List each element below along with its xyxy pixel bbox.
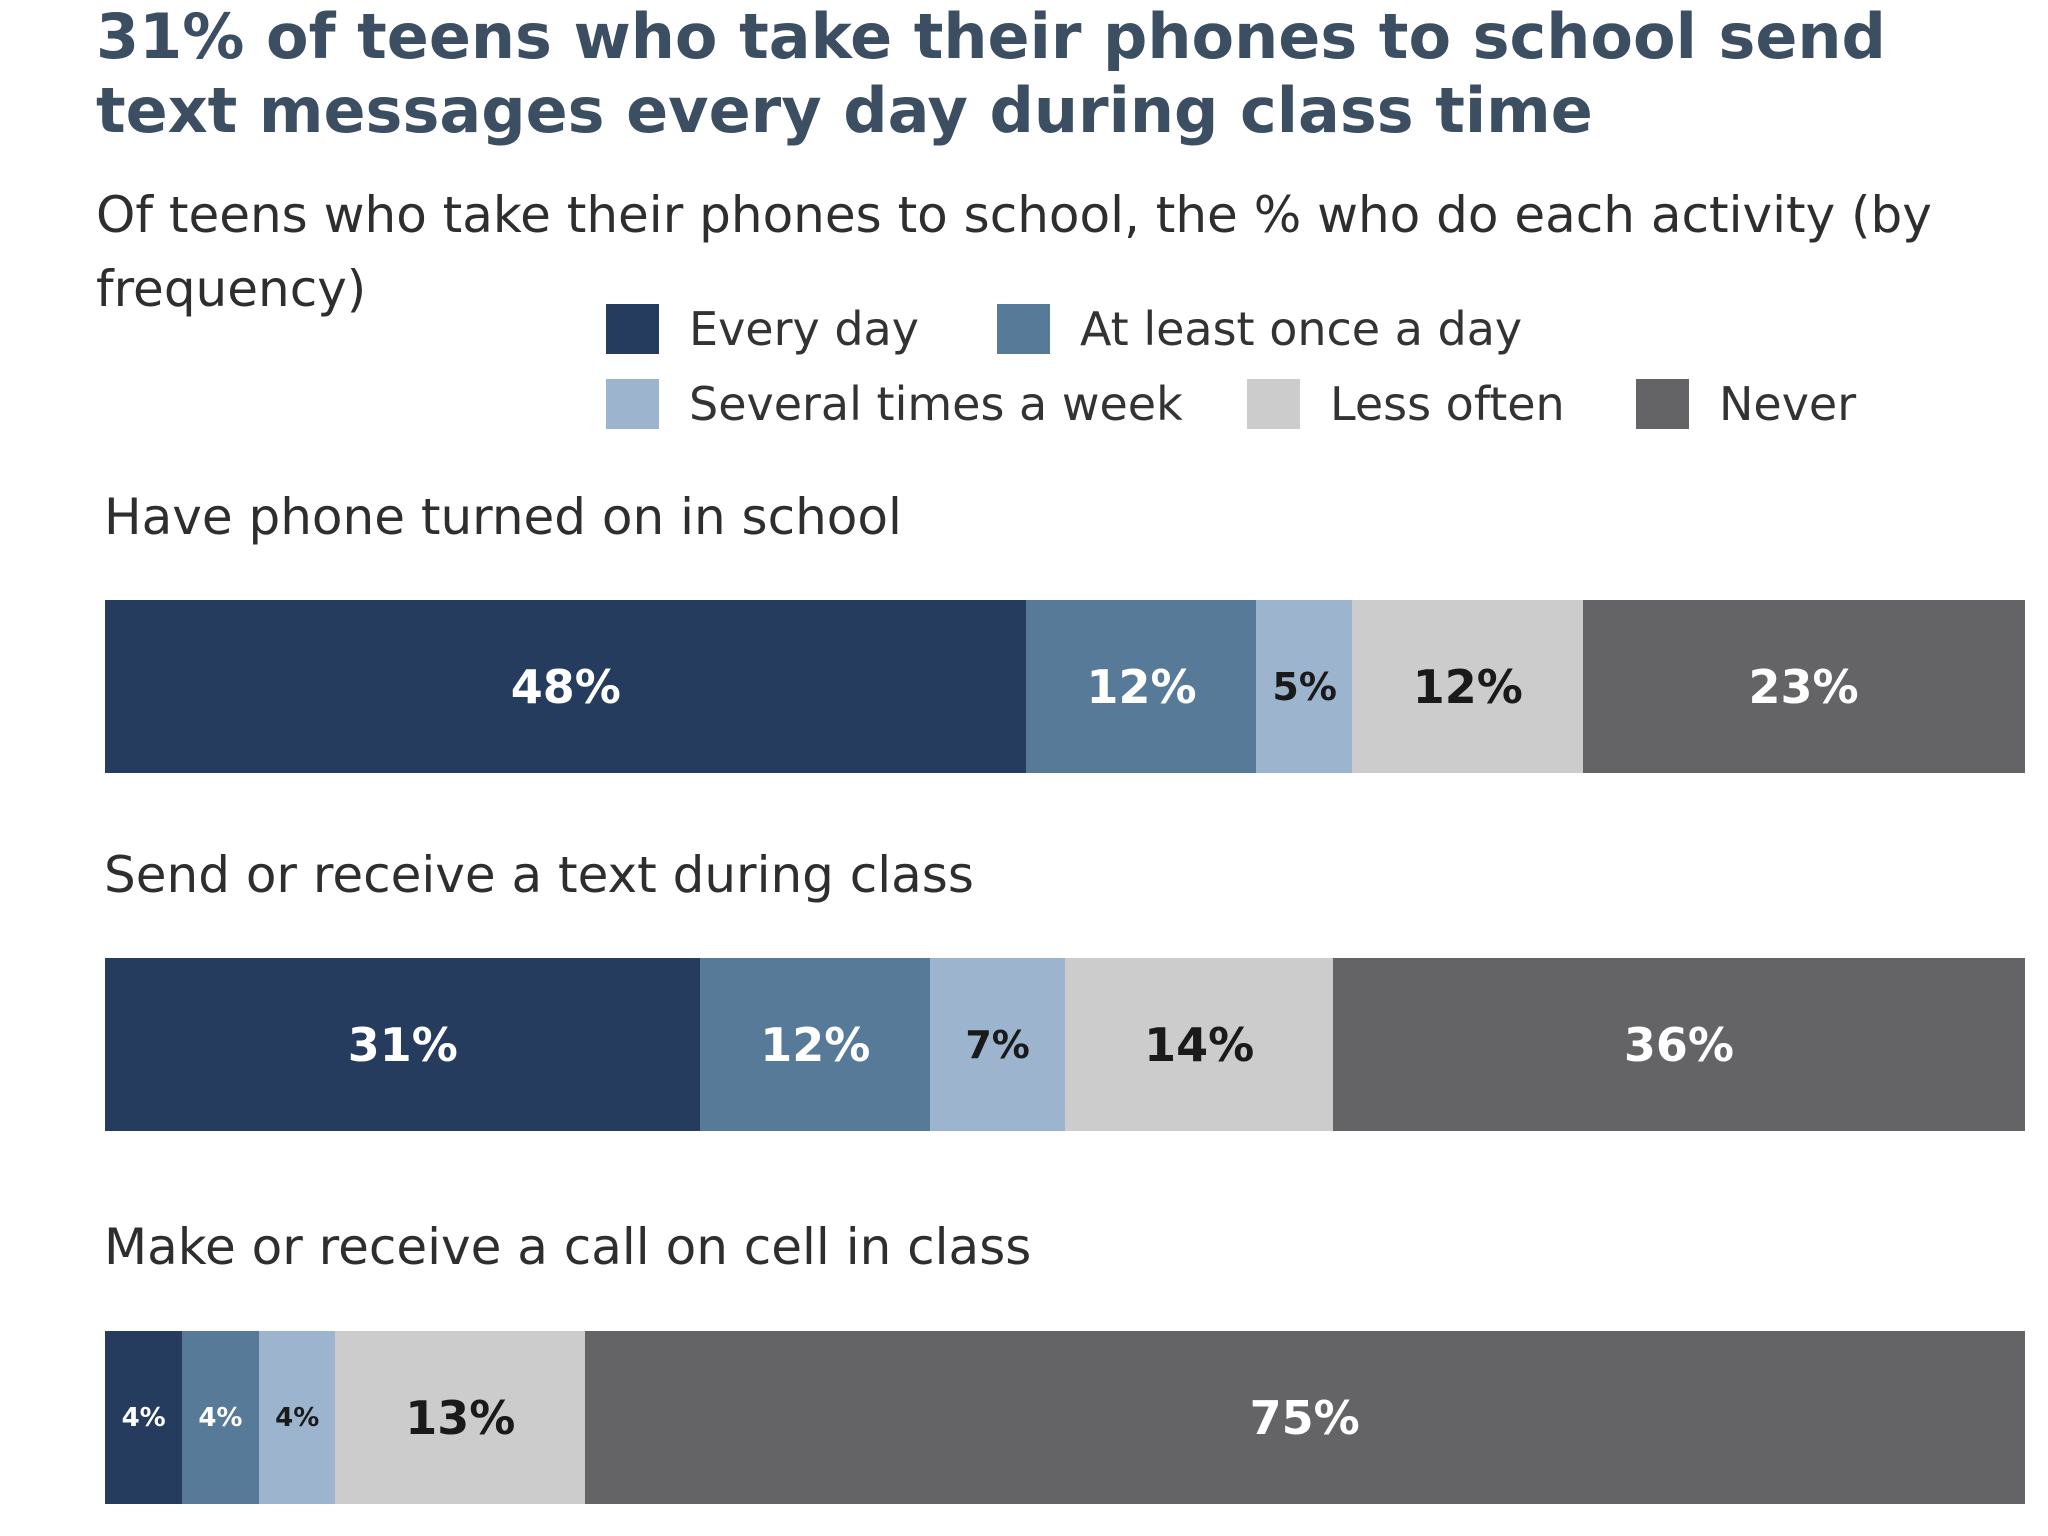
bar-segment-every-day: 4% (105, 1331, 183, 1504)
bar-segment-less-often: 12% (1352, 600, 1584, 773)
bar-segment-every-day: 31% (105, 958, 701, 1131)
bar-segment-several-times-a-week: 5% (1256, 600, 1353, 773)
bar-segment-several-times-a-week: 4% (258, 1331, 336, 1504)
data-label: 4% (275, 1402, 320, 1433)
data-label: 31% (347, 1017, 458, 1072)
bar-label-call-in-class: Make or receive a call on cell in class (104, 1218, 1032, 1276)
legend-swatch (1247, 379, 1300, 429)
data-label: 48% (510, 659, 621, 714)
bar-segment-at-least-once-a-day: 4% (181, 1331, 260, 1504)
data-label: 7% (965, 1022, 1030, 1067)
legend-swatch (997, 304, 1050, 354)
bar-segment-at-least-once-a-day: 12% (699, 958, 931, 1131)
legend-swatch (1636, 379, 1689, 429)
legend-item-several-times-a-week: Several times a week (606, 377, 1183, 431)
bar-segment-never: 23% (1582, 600, 2025, 773)
legend-swatch (606, 304, 659, 354)
legend-item-less-often: Less often (1247, 377, 1565, 431)
data-label: 12% (760, 1017, 871, 1072)
bar-segment-several-times-a-week: 7% (930, 958, 1066, 1131)
legend-label: Less often (1330, 377, 1565, 431)
bar-segment-every-day: 48% (105, 600, 1027, 773)
bar-segment-never: 36% (1333, 958, 2025, 1131)
data-label: 4% (121, 1402, 166, 1433)
data-label: 4% (198, 1402, 243, 1433)
legend-swatch (606, 379, 659, 429)
bar-segment-never: 75% (584, 1331, 2025, 1504)
data-label: 13% (405, 1390, 516, 1445)
legend-item-at-least-once-a-day: At least once a day (997, 302, 1522, 356)
bar-segment-at-least-once-a-day: 12% (1026, 600, 1257, 773)
data-label: 36% (1623, 1017, 1734, 1072)
bar-label-text-in-class: Send or receive a text during class (104, 846, 974, 904)
data-label: 12% (1412, 659, 1523, 714)
stacked-bar-text-in-class: 31% 12% 7% 14% 36% (105, 958, 2025, 1131)
legend-label: Several times a week (689, 377, 1183, 431)
legend-item-every-day: Every day (606, 302, 919, 356)
bar-segment-less-often: 14% (1064, 958, 1334, 1131)
data-label: 12% (1086, 659, 1197, 714)
stacked-bar-phone-on: 48% 12% 5% 12% 23% (105, 600, 2025, 773)
chart-subtitle: Of teens who take their phones to school… (96, 186, 1932, 318)
bar-label-phone-on: Have phone turned on in school (104, 488, 902, 546)
legend-item-never: Never (1636, 377, 1856, 431)
chart-title: 31% of teens who take their phones to sc… (96, 0, 1886, 147)
stacked-bar-call-in-class: 4% 4% 4% 13% 75% (105, 1331, 2025, 1504)
data-label: 75% (1249, 1390, 1360, 1445)
legend-label: Never (1719, 377, 1857, 431)
data-label: 14% (1144, 1017, 1255, 1072)
bar-segment-less-often: 13% (335, 1331, 586, 1504)
legend-label: At least once a day (1080, 302, 1523, 356)
legend-label: Every day (689, 302, 919, 356)
data-label: 5% (1272, 664, 1337, 709)
data-label: 23% (1748, 659, 1859, 714)
